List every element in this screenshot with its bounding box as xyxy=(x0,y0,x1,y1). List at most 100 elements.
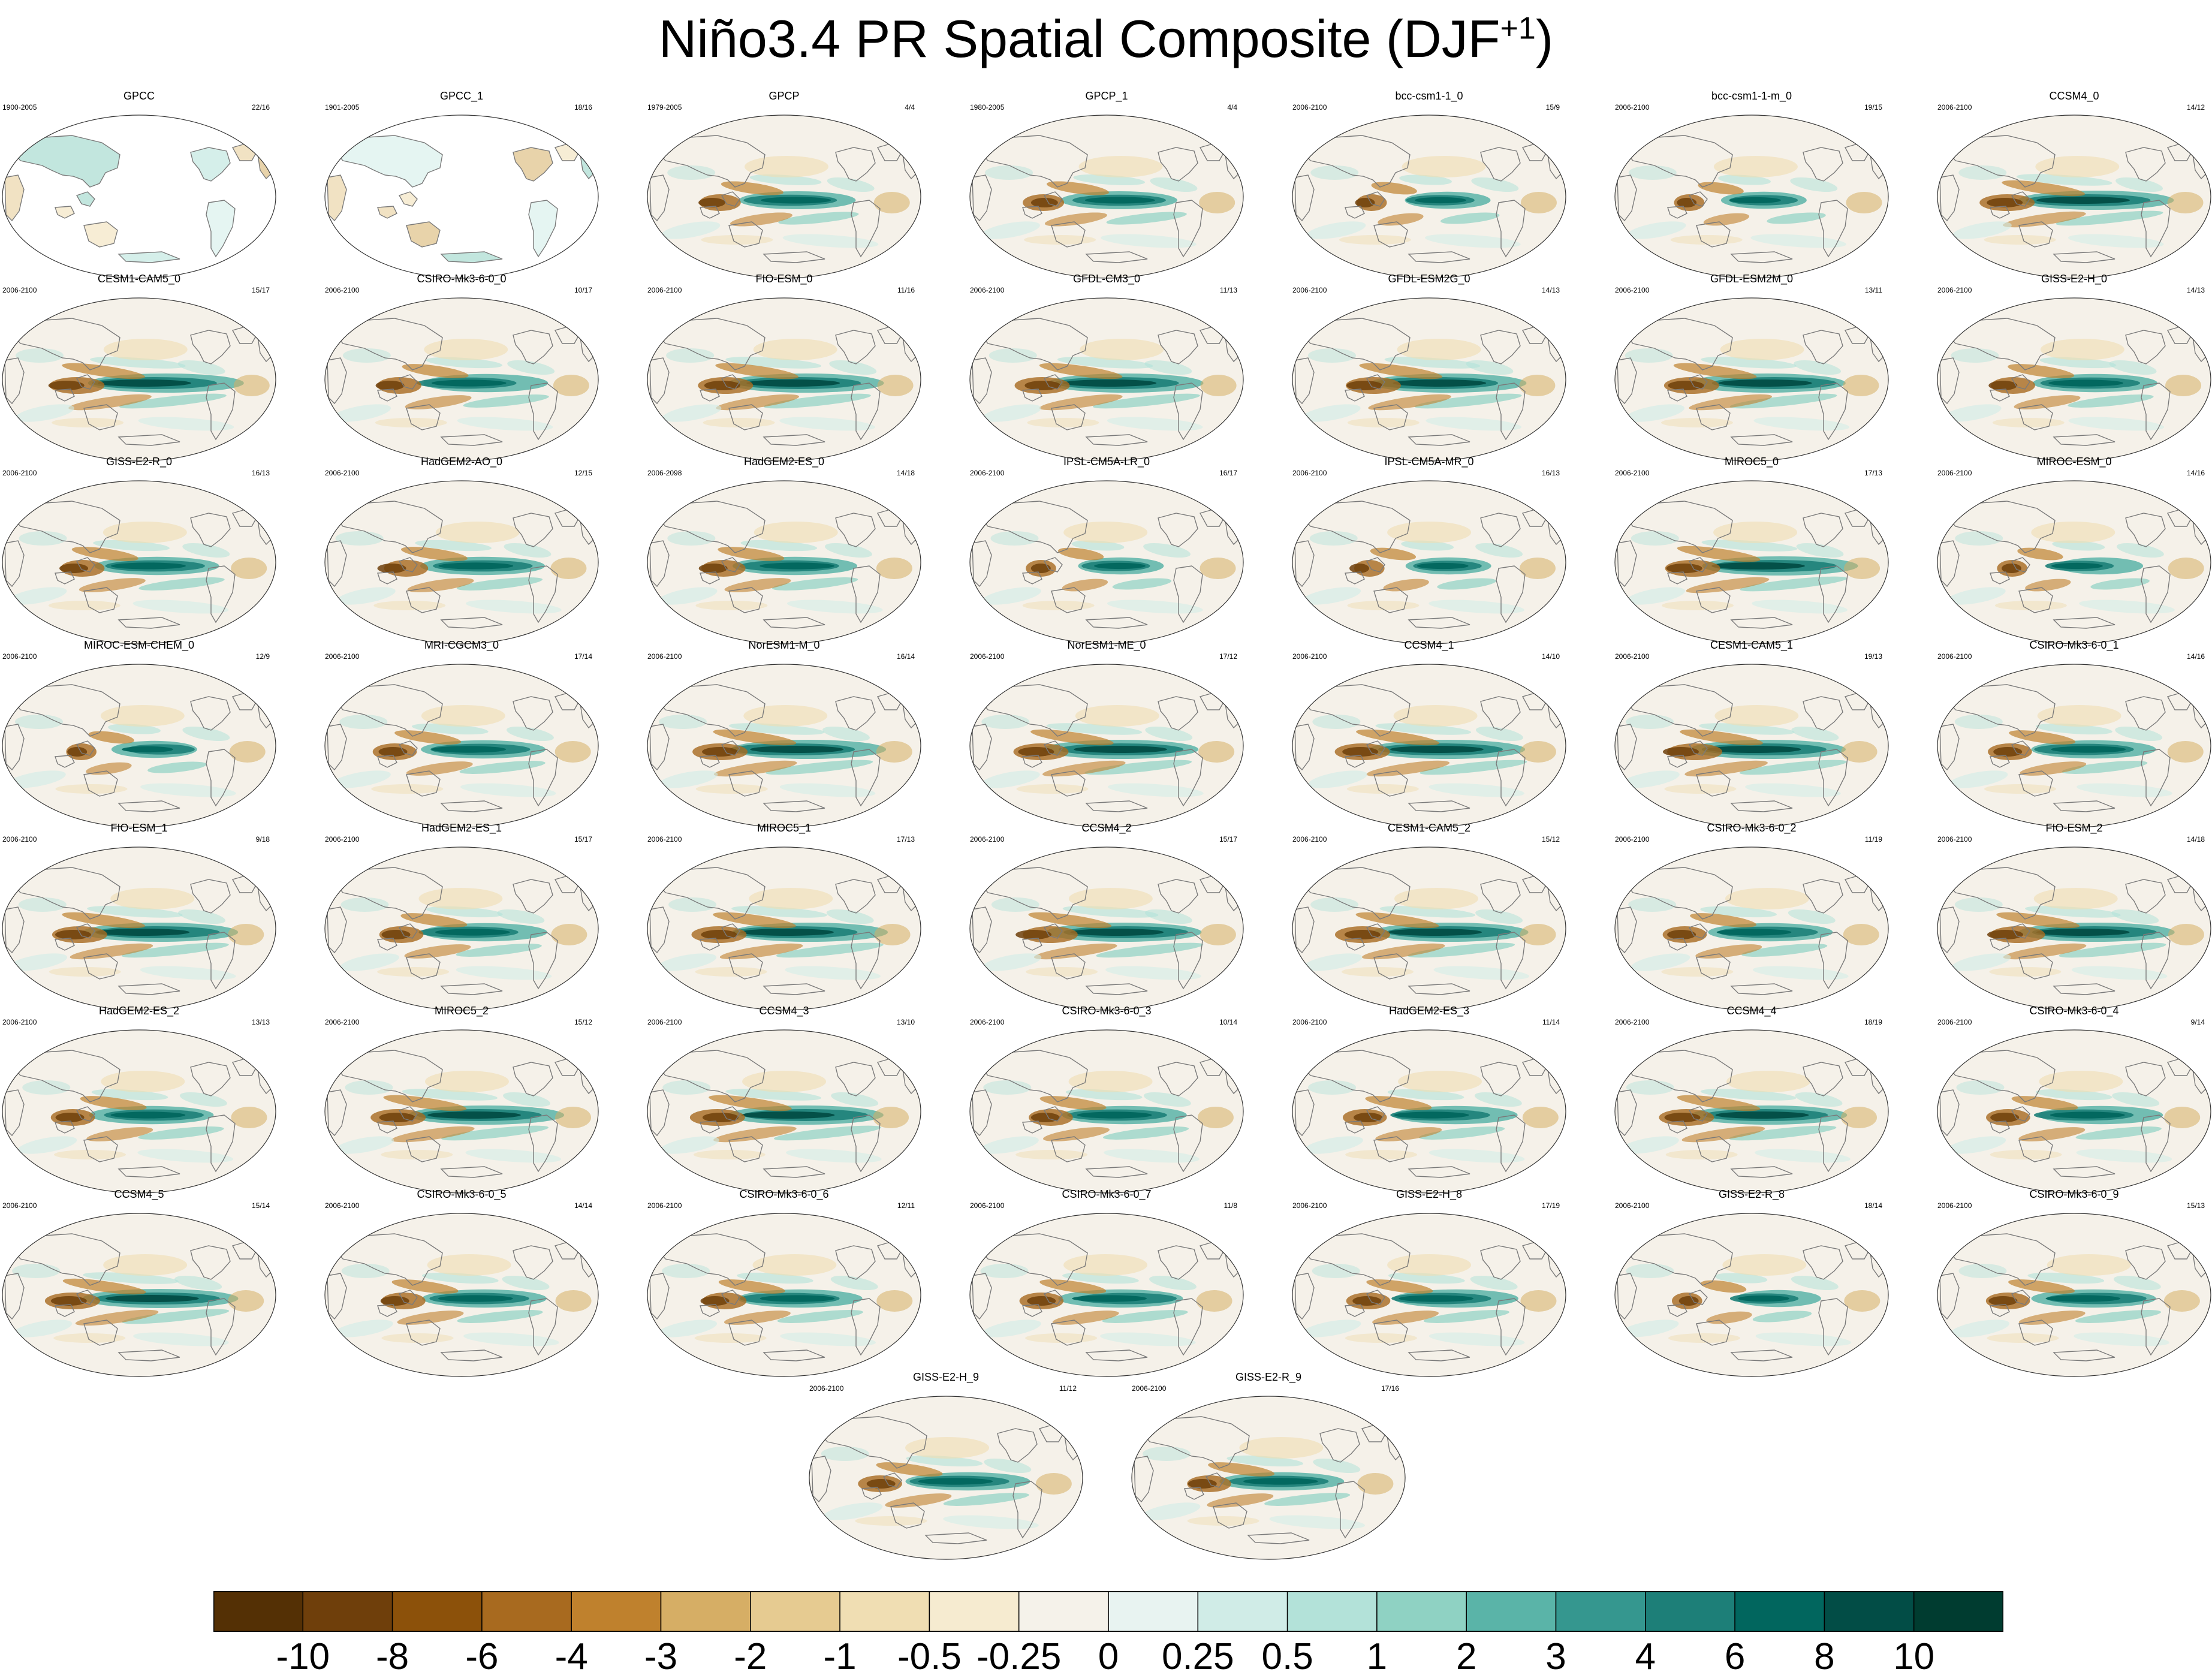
precipitation-map xyxy=(1614,664,1889,828)
map-panel: CSIRO-Mk3-6-0_4 2006-2100 9/14 xyxy=(1935,1005,2212,1195)
panel-event-count: 11/14 xyxy=(1542,1018,1560,1026)
colorbar-tick-label: 8 xyxy=(1814,1636,1835,1677)
colorbar-tick-label: 1 xyxy=(1366,1636,1388,1677)
map-frame xyxy=(2,664,276,828)
panel-event-count: 9/14 xyxy=(2190,1018,2205,1026)
panel-event-count: 16/13 xyxy=(1541,469,1560,477)
map-frame xyxy=(647,115,921,279)
map-frame xyxy=(969,664,1244,828)
panel-event-count: 14/13 xyxy=(1541,286,1560,294)
map-frame xyxy=(324,1029,599,1194)
panel-title: FIO-ESM_2 xyxy=(2045,822,2103,834)
map-panel: GFDL-ESM2M_0 2006-2100 13/11 xyxy=(1613,273,1891,463)
panel-period: 2006-2100 xyxy=(1937,652,1972,661)
precip-anomaly-field xyxy=(7,522,267,614)
precipitation-map xyxy=(324,297,599,462)
precipitation-map xyxy=(1292,480,1566,644)
precip-anomaly-field xyxy=(1306,156,1557,248)
colorbar-swatch xyxy=(1286,1591,1378,1632)
panel-period: 2006-2100 xyxy=(1937,835,1972,843)
panel-event-count: 15/13 xyxy=(2186,1201,2205,1210)
precip-anomaly-field xyxy=(335,522,587,614)
panel-title: FIO-ESM_1 xyxy=(110,822,168,834)
panel-title: MIROC5_2 xyxy=(434,1005,489,1017)
precipitation-map xyxy=(1292,664,1566,828)
panel-title: NorESM1-M_0 xyxy=(748,639,820,651)
panel-period: 2006-2100 xyxy=(1132,1384,1167,1393)
precipitation-map xyxy=(2,297,276,462)
panel-period: 2006-2100 xyxy=(647,1201,682,1210)
map-frame xyxy=(1292,115,1566,279)
map-frame xyxy=(324,1213,599,1377)
panel-event-count: 14/10 xyxy=(1541,652,1560,661)
colorbar-tick-label: 3 xyxy=(1545,1636,1566,1677)
panel-period: 2006-2100 xyxy=(970,286,1005,294)
precipitation-map xyxy=(969,480,1244,644)
colorbar-tick-label: 2 xyxy=(1455,1636,1477,1677)
precipitation-map xyxy=(647,115,921,279)
map-panel: CCSM4_4 2006-2100 18/19 xyxy=(1613,1005,1891,1195)
map-panel: NorESM1-ME_0 2006-2100 17/12 xyxy=(968,639,1246,830)
panel-event-count: 17/14 xyxy=(574,652,592,661)
colorbar-tick-label: -2 xyxy=(734,1636,767,1677)
colorbar-tick-label: -4 xyxy=(554,1636,588,1677)
panel-event-count: 14/13 xyxy=(2186,286,2205,294)
panel-title: MRI-CGCM3_0 xyxy=(424,639,499,651)
panel-title: CSIRO-Mk3-6-0_4 xyxy=(2029,1005,2119,1017)
panel-title: GISS-E2-H_8 xyxy=(1396,1188,1463,1200)
map-panel: NorESM1-M_0 2006-2100 16/14 xyxy=(645,639,923,830)
map-panel: CSIRO-Mk3-6-0_0 2006-2100 10/17 xyxy=(323,273,601,463)
map-panel: CSIRO-Mk3-6-0_9 2006-2100 15/13 xyxy=(1935,1188,2212,1379)
precip-anomaly-field xyxy=(1620,705,1878,797)
precip-anomaly-field xyxy=(1950,1254,2200,1346)
panel-title: IPSL-CM5A-MR_0 xyxy=(1384,456,1474,468)
precipitation-map xyxy=(969,297,1244,462)
colorbar-tick-label: -10 xyxy=(276,1636,330,1677)
map-panel: CESM1-CAM5_1 2006-2100 19/13 xyxy=(1613,639,1891,830)
panel-period: 2006-2100 xyxy=(970,835,1005,843)
panel-event-count: 13/11 xyxy=(1864,286,1882,294)
colorbar-swatch xyxy=(1824,1591,1915,1632)
map-panel: GISS-E2-H_8 2006-2100 17/19 xyxy=(1290,1188,1568,1379)
panel-title: GISS-E2-R_0 xyxy=(106,456,173,468)
precip-anomaly-field xyxy=(1626,156,1882,248)
precip-anomaly-field xyxy=(1628,888,1879,980)
panel-title: GFDL-ESM2M_0 xyxy=(1710,273,1794,285)
colorbar-swatch xyxy=(660,1591,751,1632)
panel-event-count: 14/16 xyxy=(2186,469,2205,477)
panel-title: CCSM4_4 xyxy=(1726,1005,1777,1017)
map-panel: HadGEM2-ES_3 2006-2100 11/14 xyxy=(1290,1005,1568,1195)
colorbar-tick-label: -3 xyxy=(644,1636,678,1677)
colorbar-tick-label: -0.5 xyxy=(897,1636,962,1677)
precipitation-map xyxy=(1937,1213,2211,1377)
panel-event-count: 13/10 xyxy=(896,1018,915,1026)
precip-anomaly-field xyxy=(1304,1071,1559,1163)
map-frame xyxy=(1292,297,1566,462)
precip-anomaly-field xyxy=(980,1071,1234,1163)
map-frame xyxy=(324,480,599,644)
panel-title: bcc-csm1-1_0 xyxy=(1395,90,1463,102)
panel-event-count: 16/13 xyxy=(251,469,270,477)
precipitation-map xyxy=(647,1213,921,1377)
precipitation-map xyxy=(1292,1213,1566,1377)
map-frame xyxy=(1292,1029,1566,1194)
panel-period: 2006-2100 xyxy=(1292,103,1327,112)
map-frame xyxy=(647,1029,921,1194)
map-panel: MIROC5_2 2006-2100 15/12 xyxy=(323,1005,601,1195)
panel-event-count: 13/13 xyxy=(251,1018,270,1026)
coastlines xyxy=(1294,684,1565,812)
map-panel: GPCP_1 1980-2005 4/4 xyxy=(968,90,1246,281)
precip-anomaly-field xyxy=(982,522,1236,614)
map-frame xyxy=(969,115,1244,279)
precipitation-map xyxy=(1292,846,1566,1011)
map-frame xyxy=(1937,846,2211,1011)
precipitation-map xyxy=(1131,1396,1406,1560)
colorbar-swatch xyxy=(929,1591,1020,1632)
colorbar-swatch xyxy=(1555,1591,1646,1632)
precip-anomaly-field xyxy=(1301,339,1556,431)
colorbar-tick-label: -0.25 xyxy=(977,1636,1062,1677)
panel-period: 2006-2100 xyxy=(1937,103,1972,112)
precip-anomaly-field xyxy=(1303,888,1556,980)
precip-anomaly-field xyxy=(1141,1437,1394,1529)
panel-event-count: 17/13 xyxy=(1864,469,1882,477)
